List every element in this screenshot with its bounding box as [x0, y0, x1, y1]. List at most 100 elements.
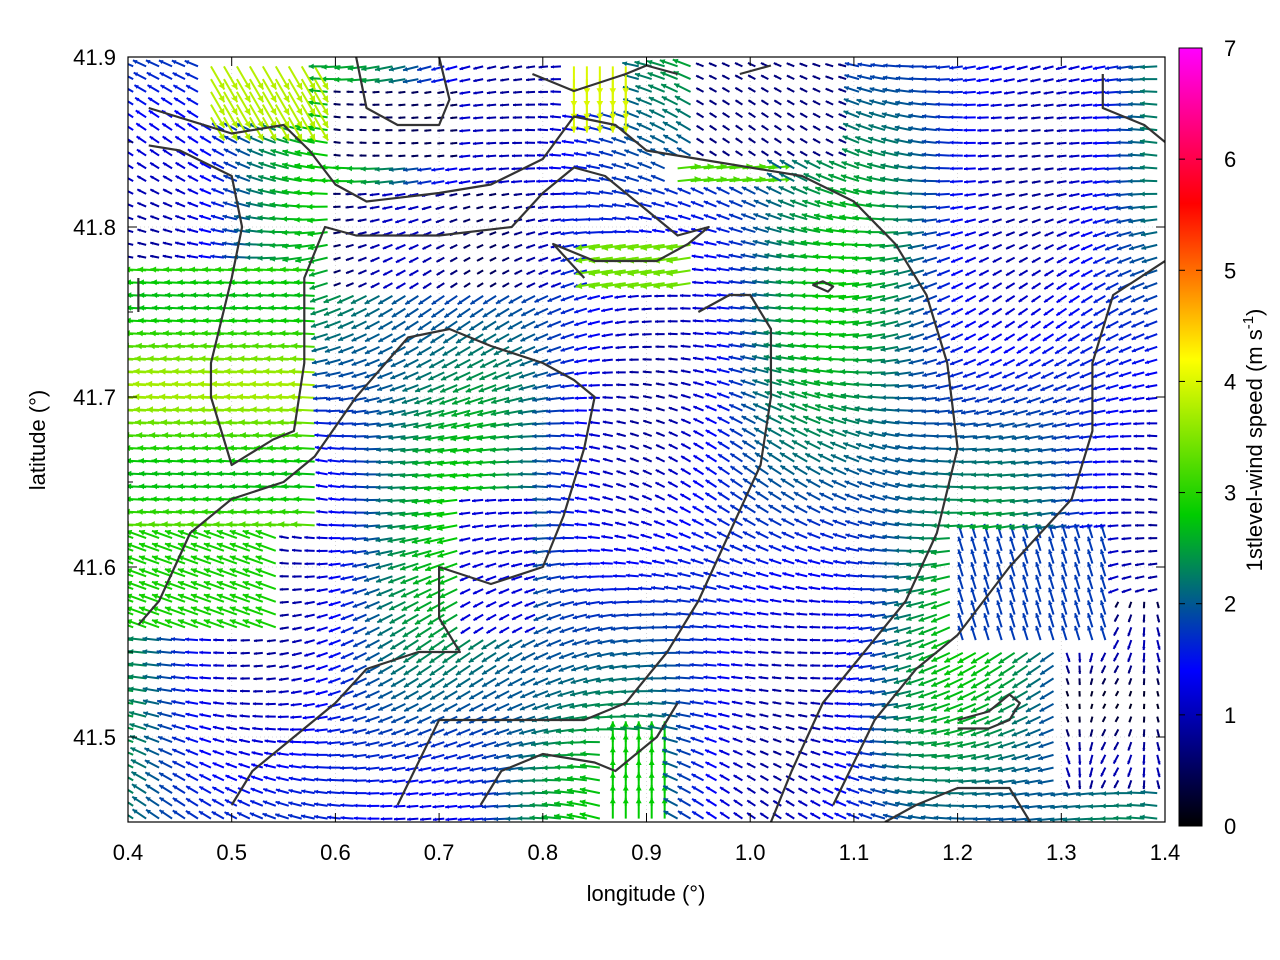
wind-vector — [172, 784, 186, 794]
wind-vector-head — [251, 738, 256, 743]
wind-vector-head — [530, 741, 537, 747]
wind-vector — [287, 813, 302, 820]
wind-vector-head — [1100, 760, 1104, 764]
wind-vector — [444, 779, 458, 784]
wind-vector — [143, 735, 160, 744]
wind-vector-head — [185, 761, 191, 766]
wind-vector — [326, 765, 341, 770]
wind-vector — [378, 753, 393, 759]
wind-vector-head — [288, 764, 293, 769]
wind-vector-head — [432, 804, 437, 809]
wind-vector-head — [1114, 790, 1119, 796]
wind-vector-head — [1011, 804, 1017, 810]
wind-vector-head — [211, 811, 217, 816]
wind-vector-head — [857, 750, 863, 756]
wind-vector — [288, 776, 302, 782]
wind-vector — [469, 792, 484, 797]
wind-vector — [185, 797, 199, 807]
wind-vector — [378, 741, 393, 747]
wind-vector-head — [692, 798, 697, 803]
wind-vector-head — [366, 778, 371, 784]
wind-vector-head — [130, 759, 137, 765]
wind-vector-head — [407, 817, 411, 822]
wind-vector-head — [946, 803, 951, 809]
wind-vector-head — [380, 804, 384, 809]
wind-vector — [481, 791, 497, 797]
wind-vector-head — [378, 742, 383, 747]
wind-vector-head — [906, 764, 912, 770]
wind-vector — [481, 817, 497, 822]
wind-vector — [131, 795, 147, 807]
wind-vector-head — [957, 754, 964, 760]
wind-vector — [984, 766, 1002, 773]
wind-vector-head — [663, 798, 669, 803]
wind-vector-head — [340, 803, 345, 808]
wind-vector — [985, 816, 1002, 822]
wind-vector — [958, 791, 976, 797]
wind-vector-head — [493, 791, 499, 797]
wind-vector-head — [225, 775, 230, 779]
wind-vector — [144, 759, 160, 769]
wind-vector-head — [785, 813, 790, 817]
wind-vector — [198, 798, 212, 807]
wind-vector — [353, 791, 367, 796]
wind-vector-head — [493, 804, 499, 809]
wind-vector-head — [810, 775, 815, 779]
wind-vector-head — [481, 755, 487, 760]
wind-vector — [185, 810, 199, 820]
wind-vector-head — [143, 735, 149, 741]
wind-vector-head — [834, 812, 839, 817]
wind-vector — [1142, 767, 1146, 778]
wind-vector — [1127, 790, 1145, 796]
wind-vector — [704, 761, 717, 769]
wind-vector — [198, 810, 212, 820]
wind-vector-head — [566, 787, 573, 794]
wind-vector — [419, 804, 432, 809]
wind-vector — [676, 748, 691, 756]
wind-vector-head — [1075, 804, 1081, 810]
wind-vector-head — [869, 763, 875, 768]
wind-vector-head — [379, 779, 384, 784]
wind-vector-head — [1088, 791, 1094, 797]
wind-vector — [759, 787, 769, 794]
wind-vector-head — [972, 816, 978, 822]
wind-vector-head — [705, 786, 711, 791]
wind-vector — [300, 814, 315, 820]
wind-vector-head — [199, 749, 204, 754]
wind-vector — [1100, 754, 1107, 765]
wind-vector — [301, 752, 315, 757]
wind-vector-head — [1113, 760, 1117, 764]
wind-vector-head — [505, 791, 511, 797]
wind-vector — [326, 753, 341, 758]
wind-vector — [882, 788, 899, 795]
wind-vector — [870, 813, 886, 820]
wind-vector-head — [444, 767, 449, 772]
wind-vector — [553, 801, 575, 807]
wind-vector-head — [786, 763, 790, 767]
wind-vector-head — [834, 775, 839, 780]
wind-vector — [846, 787, 860, 795]
wind-vector-head — [676, 748, 682, 754]
wind-vector-head — [677, 786, 683, 791]
wind-vector — [945, 778, 963, 784]
wind-vector — [339, 741, 354, 746]
wind-vector-head — [530, 765, 536, 771]
wind-vector-head — [302, 740, 306, 745]
wind-vector — [746, 774, 756, 782]
wind-vector — [262, 812, 277, 820]
wind-vector — [225, 738, 238, 744]
wind-vector-head — [881, 763, 887, 769]
wind-vector-head — [199, 786, 204, 791]
wind-vector — [380, 804, 393, 809]
wind-vector — [212, 749, 225, 756]
wind-vector-head — [662, 773, 668, 778]
wind-vector — [1142, 691, 1146, 697]
wind-vector-head — [301, 776, 306, 782]
wind-vector-head — [822, 750, 827, 755]
wind-vector — [481, 766, 497, 772]
wind-vector-head — [1011, 779, 1017, 785]
wind-vector — [1142, 754, 1146, 765]
wind-vector — [144, 747, 160, 756]
wind-vector-head — [275, 800, 280, 805]
wind-vector — [846, 812, 860, 820]
